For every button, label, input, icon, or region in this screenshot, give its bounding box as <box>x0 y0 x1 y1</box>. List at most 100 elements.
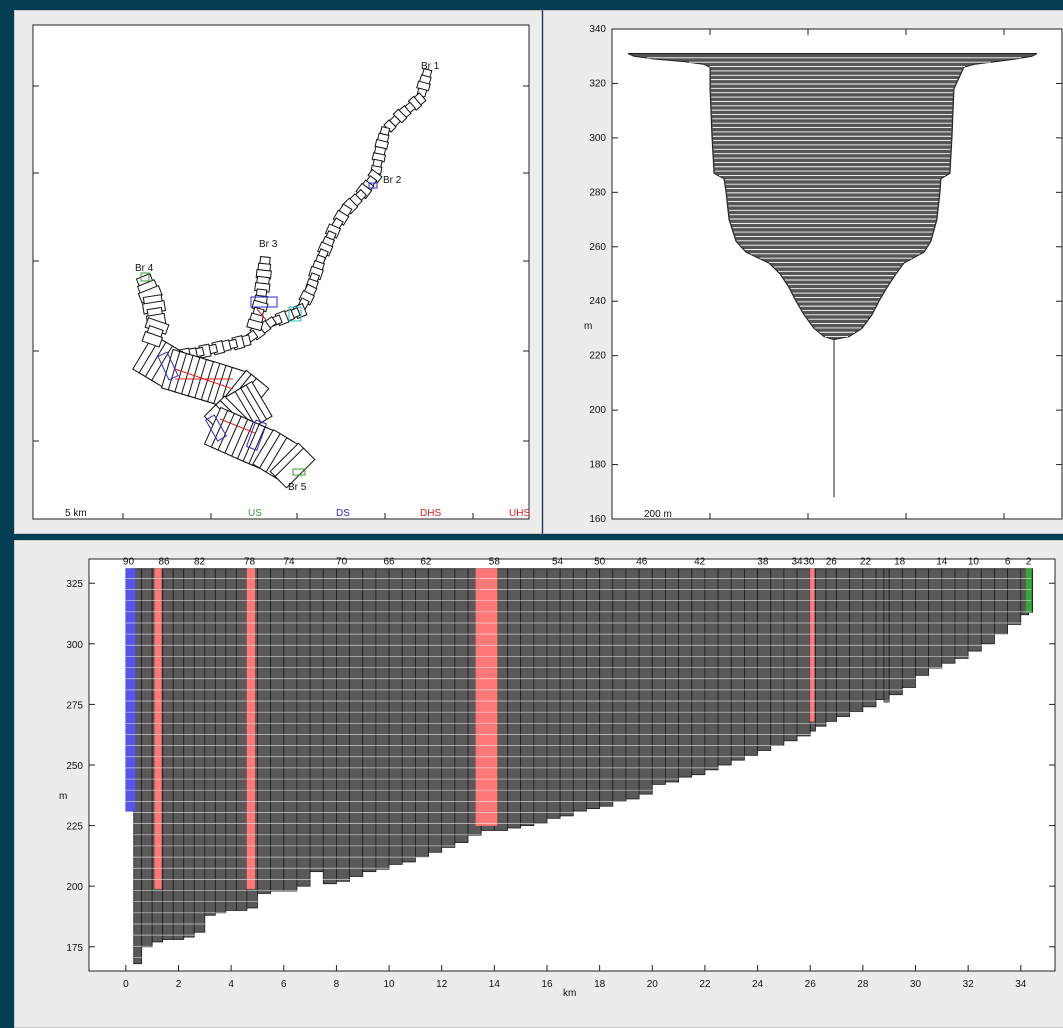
profile-bar <box>388 568 403 865</box>
profile-bar <box>296 568 311 887</box>
profile-bar <box>349 568 364 877</box>
profile-ytick-label: 225 <box>66 822 83 833</box>
structure-markers <box>140 182 378 476</box>
profile-bar <box>546 568 561 819</box>
map-scale-label: 5 km <box>65 508 87 519</box>
profile-ytick-label: 200 <box>66 882 83 893</box>
profile-bar <box>283 568 298 892</box>
profile-xtick-label: 30 <box>910 979 922 990</box>
profile-xtick-label: 4 <box>228 979 234 990</box>
profile-bar <box>625 568 640 800</box>
profile-bar <box>651 568 666 785</box>
profile-bar <box>236 568 248 911</box>
profile-bar <box>375 568 390 870</box>
segment-label: 46 <box>636 557 648 568</box>
profile-bar <box>322 568 337 885</box>
profile-bar <box>954 568 969 659</box>
profile-xtick-label: 0 <box>123 979 129 990</box>
profile-xlabel: km <box>563 988 576 999</box>
profile-bar <box>638 568 653 795</box>
river-cross-section <box>141 330 164 348</box>
profile-bar <box>783 568 798 742</box>
section-scale-label: 200 m <box>644 509 672 520</box>
segment-label: 74 <box>283 557 295 568</box>
profile-xtick-label: 32 <box>963 979 975 990</box>
segment-label: 62 <box>420 557 432 568</box>
profile-xtick-label: 18 <box>594 979 606 990</box>
profile-bar <box>362 568 377 873</box>
profile-bar <box>744 568 758 756</box>
branch-label-2: Br 2 <box>383 175 402 186</box>
section-ytick-label: 340 <box>589 24 606 35</box>
profile-bar <box>141 568 153 948</box>
segment-label: 50 <box>594 557 606 568</box>
segment-label: 38 <box>757 557 769 568</box>
segment-label: 66 <box>384 557 396 568</box>
profile-bar <box>888 568 903 696</box>
section-ytick-label: 300 <box>589 133 606 144</box>
profile-bar <box>883 568 890 703</box>
segment-label: 42 <box>694 557 706 568</box>
profile-highlight <box>475 568 498 826</box>
profile-bar <box>441 568 456 848</box>
profile-bar <box>928 568 943 669</box>
profile-highlight <box>154 568 162 889</box>
section-ytick-label: 320 <box>589 78 606 89</box>
profile-ytick-label: 325 <box>66 579 83 590</box>
profile-bar <box>717 568 732 766</box>
long-profile-panel: 175 200 225 250 275 300 325 0 2 4 6 8 10 12 14 16 18 20 22… <box>14 540 1063 1028</box>
segment-label: 14 <box>936 557 948 568</box>
segment-label: 58 <box>489 557 501 568</box>
branch-label-4: Br 4 <box>135 263 154 274</box>
segment-label: 26 <box>826 557 838 568</box>
profile-bar <box>1007 568 1022 625</box>
plan-view-panel: Br 1 Br 2 Br 3 Br 4 Br 5 5 km US DS DHS … <box>14 10 542 534</box>
river-cross-section <box>274 447 316 489</box>
profile-bar <box>691 568 706 776</box>
section-ytick-label: 220 <box>589 351 606 362</box>
section-fill <box>627 53 1038 340</box>
profile-bar <box>915 568 930 676</box>
profile-xtick-label: 22 <box>699 979 711 990</box>
segment-label: 70 <box>336 557 348 568</box>
segment-label: 34 <box>791 557 803 568</box>
segment-label: 6 <box>1005 557 1011 568</box>
profile-xtick-label: 12 <box>436 979 448 990</box>
profile-bar <box>401 568 416 863</box>
legend-dhs: DHS <box>420 508 441 519</box>
profile-bar <box>172 568 185 940</box>
profile-bar <box>257 568 272 894</box>
profile-bar <box>214 568 227 914</box>
segment-label: 30 <box>803 557 815 568</box>
section-ytick-label: 180 <box>589 460 606 471</box>
profile-highlight <box>246 568 256 889</box>
profile-bar <box>225 568 237 911</box>
section-ytick-label: 160 <box>589 514 606 525</box>
profile-bar <box>941 568 956 664</box>
branch-label-1: Br 1 <box>421 61 440 72</box>
profile-bar <box>849 568 864 713</box>
profile-bar <box>612 568 627 802</box>
profile-bar <box>533 568 548 824</box>
profile-bar <box>183 568 195 938</box>
segment-label: 86 <box>158 557 170 568</box>
profile-xtick-label: 20 <box>647 979 659 990</box>
profile-ytick-label: 275 <box>66 700 83 711</box>
profile-bar <box>336 568 350 882</box>
branch-label-3: Br 3 <box>259 239 278 250</box>
profile-xtick-label: 14 <box>489 979 501 990</box>
profile-ylabel: m <box>59 791 67 802</box>
profile-bar <box>730 568 745 761</box>
plan-view-map: Br 1 Br 2 Br 3 Br 4 Br 5 5 km US DS DHS … <box>32 24 530 520</box>
profile-ytick-label: 175 <box>66 943 83 954</box>
profile-bar <box>836 568 851 717</box>
profile-bar <box>770 568 785 747</box>
profile-xtick-label: 34 <box>1015 979 1027 990</box>
section-ytick-label: 240 <box>589 296 606 307</box>
section-ytick-label: 260 <box>589 242 606 253</box>
profile-ytick-label: 300 <box>66 640 83 651</box>
profile-bar <box>980 568 995 645</box>
profile-bar <box>967 568 982 652</box>
profile-bar <box>507 568 522 829</box>
